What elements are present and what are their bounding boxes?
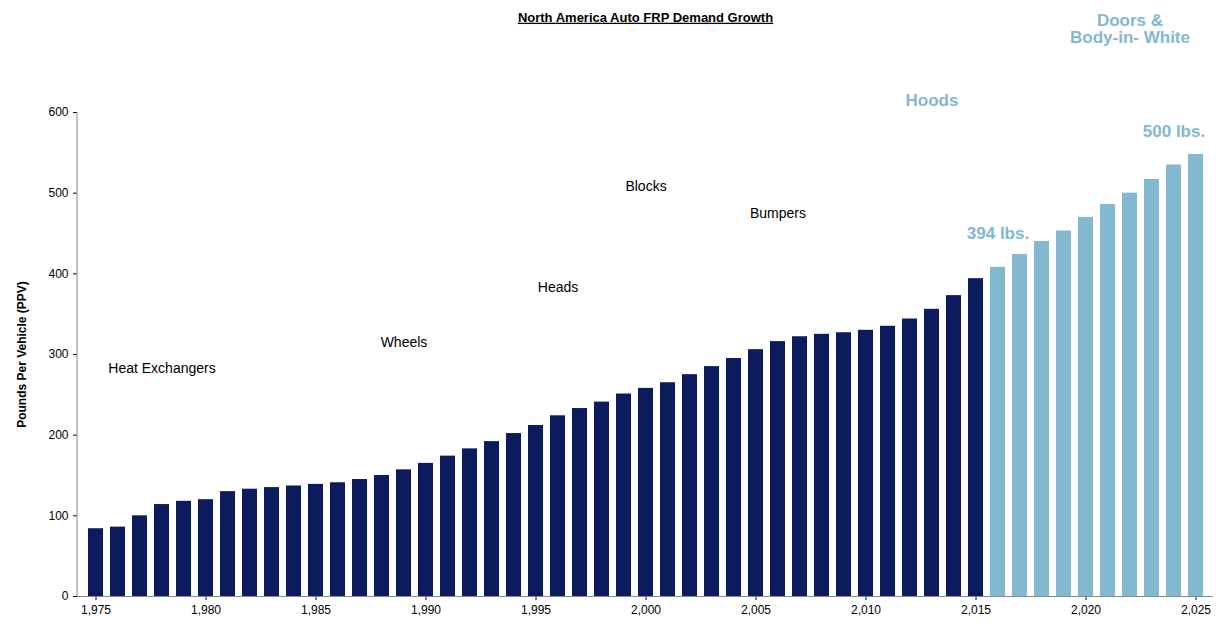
svg-text:Wheels: Wheels xyxy=(381,334,428,350)
svg-text:500: 500 xyxy=(48,186,68,200)
svg-text:2,000: 2,000 xyxy=(631,603,661,617)
svg-text:2,020: 2,020 xyxy=(1071,603,1101,617)
svg-text:0: 0 xyxy=(62,589,69,603)
svg-text:1,995: 1,995 xyxy=(521,603,551,617)
svg-text:394 lbs.: 394 lbs. xyxy=(967,224,1029,243)
svg-text:200: 200 xyxy=(48,428,68,442)
svg-text:1,990: 1,990 xyxy=(411,603,441,617)
svg-text:300: 300 xyxy=(48,347,68,361)
svg-text:1,975: 1,975 xyxy=(81,603,111,617)
svg-text:Pounds Per Vehicle (PPV): Pounds Per Vehicle (PPV) xyxy=(15,281,29,428)
svg-text:Bumpers: Bumpers xyxy=(750,205,806,221)
svg-text:Hoods: Hoods xyxy=(906,91,959,110)
svg-text:Heads: Heads xyxy=(538,279,578,295)
svg-text:400: 400 xyxy=(48,267,68,281)
svg-text:2,025: 2,025 xyxy=(1181,603,1211,617)
svg-text:Blocks: Blocks xyxy=(625,178,666,194)
svg-text:2,005: 2,005 xyxy=(741,603,771,617)
svg-text:Heat Exchangers: Heat Exchangers xyxy=(108,360,215,376)
svg-text:Doors &Body-in- White: Doors &Body-in- White xyxy=(1070,11,1190,47)
svg-text:1,980: 1,980 xyxy=(191,603,221,617)
svg-text:1,985: 1,985 xyxy=(301,603,331,617)
svg-text:2,010: 2,010 xyxy=(851,603,881,617)
svg-text:North America Auto FRP Demand: North America Auto FRP Demand Growth xyxy=(518,10,773,25)
svg-text:2,015: 2,015 xyxy=(961,603,991,617)
svg-text:100: 100 xyxy=(48,509,68,523)
svg-text:600: 600 xyxy=(48,105,68,119)
svg-text:500 lbs.: 500 lbs. xyxy=(1143,122,1205,141)
